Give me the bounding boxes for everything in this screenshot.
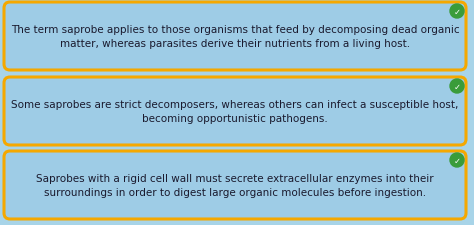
Text: Some saprobes are strict decomposers, whereas others can infect a susceptible ho: Some saprobes are strict decomposers, wh… xyxy=(11,99,459,124)
Text: Saprobes with a rigid cell wall must secrete extracellular enzymes into their
su: Saprobes with a rigid cell wall must sec… xyxy=(36,173,434,197)
Circle shape xyxy=(450,153,464,167)
FancyBboxPatch shape xyxy=(4,151,466,219)
Text: ✓: ✓ xyxy=(454,156,461,165)
Text: ✓: ✓ xyxy=(454,82,461,91)
Text: The term saprobe applies to those organisms that feed by decomposing dead organi: The term saprobe applies to those organi… xyxy=(11,25,459,49)
Text: ✓: ✓ xyxy=(454,7,461,16)
Circle shape xyxy=(450,80,464,94)
FancyBboxPatch shape xyxy=(4,3,466,71)
Circle shape xyxy=(450,5,464,19)
FancyBboxPatch shape xyxy=(4,78,466,145)
